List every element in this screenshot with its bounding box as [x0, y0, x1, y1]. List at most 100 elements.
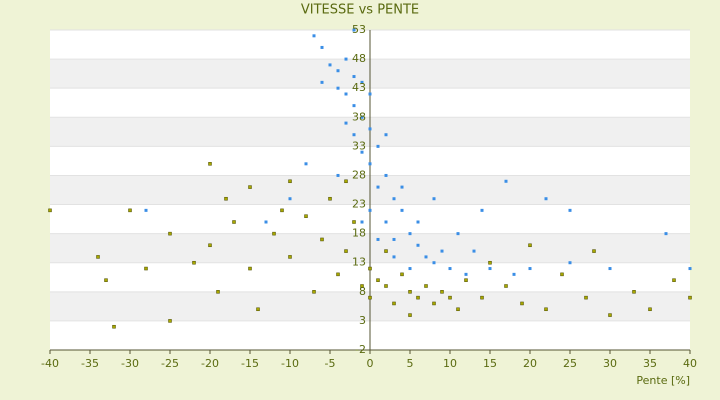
point: [336, 173, 340, 177]
y-tick-label: 38: [352, 110, 366, 123]
point: [408, 267, 412, 271]
point: [368, 162, 372, 166]
x-tick-label: 20: [523, 357, 537, 370]
x-tick-label: 10: [443, 357, 457, 370]
point: [112, 324, 116, 329]
point: [528, 267, 532, 271]
point: [560, 272, 564, 277]
point: [408, 232, 412, 236]
point: [432, 197, 436, 201]
point: [376, 144, 380, 148]
point: [424, 284, 428, 288]
point: [488, 260, 492, 265]
point: [472, 249, 476, 253]
point: [224, 196, 228, 201]
point: [48, 208, 52, 213]
x-tick-label: -5: [325, 357, 336, 370]
point: [416, 220, 420, 224]
y-tick-label: 13: [352, 256, 366, 269]
point: [104, 278, 108, 282]
y-tick-label: 43: [352, 81, 366, 94]
point: [272, 231, 276, 236]
point: [504, 284, 508, 288]
point: [304, 214, 308, 218]
point: [400, 208, 404, 212]
point: [168, 231, 172, 236]
point: [568, 208, 572, 212]
point: [352, 133, 356, 137]
point: [208, 162, 212, 166]
point: [128, 208, 132, 213]
point: [144, 208, 148, 212]
point: [416, 295, 420, 300]
point: [592, 249, 596, 253]
point: [392, 255, 396, 259]
x-tick-label: -30: [121, 357, 139, 370]
chart-title: VITESSE vs PENTE: [301, 3, 419, 18]
point: [448, 295, 452, 300]
x-tick-label: 30: [603, 357, 617, 370]
point: [320, 80, 324, 84]
point: [416, 243, 420, 247]
x-tick-label: 5: [407, 357, 414, 370]
point: [464, 272, 468, 276]
point: [312, 34, 316, 38]
point: [320, 237, 324, 242]
point: [392, 301, 396, 306]
x-tick-label: -40: [41, 357, 59, 370]
point: [344, 92, 348, 96]
point: [368, 266, 372, 271]
point: [248, 266, 252, 271]
x-tick-label: -15: [241, 357, 259, 370]
x-axis-label: Pente [%]: [636, 374, 690, 387]
point: [304, 162, 308, 166]
point: [288, 197, 292, 201]
point: [456, 232, 460, 236]
y-tick-label: 33: [352, 139, 366, 152]
point: [280, 208, 284, 213]
point: [632, 290, 636, 294]
point: [528, 243, 532, 248]
x-tick-label: 15: [483, 357, 497, 370]
point: [344, 121, 348, 125]
point: [408, 290, 412, 294]
point: [384, 249, 388, 253]
x-tick-label: 0: [367, 357, 374, 370]
point: [464, 278, 468, 282]
x-tick-label: -25: [161, 357, 179, 370]
point: [360, 220, 364, 224]
x-tick-label: -10: [281, 357, 299, 370]
point: [584, 295, 588, 300]
point: [384, 284, 388, 288]
point: [360, 284, 364, 288]
y-tick-label: 3: [359, 314, 366, 327]
y-tick-label: 53: [352, 23, 366, 36]
point: [312, 290, 316, 294]
point: [368, 295, 372, 300]
point: [504, 179, 508, 183]
y-tick-label: -2: [355, 343, 366, 356]
point: [424, 255, 428, 259]
point: [320, 45, 324, 49]
point: [336, 86, 340, 90]
point: [288, 255, 292, 259]
point: [344, 179, 348, 184]
point: [384, 173, 388, 177]
point: [400, 272, 404, 277]
y-tick-label: 18: [352, 227, 366, 240]
point: [648, 307, 652, 312]
point: [448, 267, 452, 271]
y-tick-label: 8: [359, 285, 366, 298]
point: [336, 69, 340, 73]
x-tick-label: 35: [643, 357, 657, 370]
point: [672, 278, 676, 282]
point: [360, 150, 364, 154]
point: [512, 272, 516, 276]
point: [256, 307, 260, 312]
x-tick-label: -35: [81, 357, 99, 370]
point: [456, 307, 460, 312]
point: [376, 278, 380, 282]
point: [232, 220, 236, 224]
point: [248, 185, 252, 189]
